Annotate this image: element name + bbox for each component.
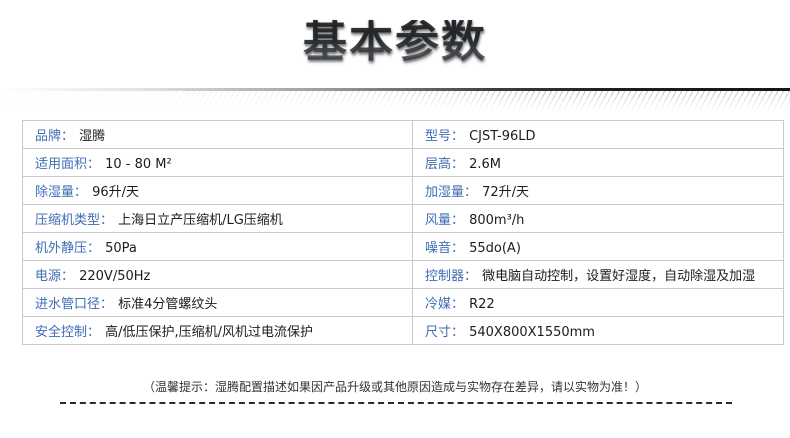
spec-value: 800m³/h bbox=[469, 213, 525, 228]
spec-cell-dehumidification: 除湿量： 96升/天 bbox=[22, 176, 413, 205]
spec-value: 标准4分管螺纹头 bbox=[118, 297, 218, 312]
spec-cell-airflow: 风量： 800m³/h bbox=[412, 204, 784, 233]
spec-cell-dimensions: 尺寸： 540X800X1550mm bbox=[412, 316, 784, 345]
spec-label: 进水管口径： bbox=[35, 297, 114, 312]
spec-cell-power-supply: 电源： 220V/50Hz bbox=[22, 260, 413, 289]
spec-cell-model: 型号： CJST-96LD bbox=[412, 120, 784, 149]
decorative-band bbox=[0, 88, 790, 112]
table-row: 安全控制： 高/低压保护,压缩机/风机过电流保护 尺寸： 540X800X155… bbox=[22, 316, 784, 345]
spec-label: 加湿量： bbox=[425, 185, 478, 200]
spec-cell-safety-control: 安全控制： 高/低压保护,压缩机/风机过电流保护 bbox=[22, 316, 413, 345]
table-row: 电源： 220V/50Hz 控制器： 微电脑自动控制，设置好湿度，自动除湿及加湿 bbox=[22, 260, 784, 289]
spec-label: 安全控制： bbox=[35, 325, 101, 340]
spec-label: 风量： bbox=[425, 213, 465, 228]
spec-label: 控制器： bbox=[425, 269, 478, 284]
spec-value: 湿腾 bbox=[79, 129, 106, 144]
page-header: 基本参数 bbox=[0, 0, 790, 88]
band-hatch-pattern bbox=[0, 91, 790, 112]
footer-note: （温馨提示：湿腾配置描述如果因产品升级或其他原因造成与实物存在差异，请以实物为准… bbox=[142, 380, 647, 394]
spec-label: 除湿量： bbox=[35, 185, 88, 200]
spec-value: 上海日立产压缩机/LG压缩机 bbox=[118, 213, 283, 228]
spec-label: 压缩机类型： bbox=[35, 213, 114, 228]
spec-label: 电源： bbox=[35, 269, 75, 284]
table-row: 进水管口径： 标准4分管螺纹头 冷媒： R22 bbox=[22, 288, 784, 317]
table-row: 压缩机类型： 上海日立产压缩机/LG压缩机 风量： 800m³/h bbox=[22, 204, 784, 233]
spec-label: 层高： bbox=[425, 157, 465, 172]
spec-cell-controller: 控制器： 微电脑自动控制，设置好湿度，自动除湿及加湿 bbox=[412, 260, 784, 289]
spec-value: 96升/天 bbox=[92, 185, 140, 200]
table-row: 品牌： 湿腾 型号： CJST-96LD bbox=[22, 120, 784, 149]
spec-value: 高/低压保护,压缩机/风机过电流保护 bbox=[105, 325, 314, 340]
page-title: 基本参数 bbox=[303, 16, 487, 67]
spec-value: 220V/50Hz bbox=[79, 269, 151, 284]
spec-value: 10 - 80 M² bbox=[105, 157, 172, 172]
spec-cell-static-pressure: 机外静压： 50Pa bbox=[22, 232, 413, 261]
spec-value: CJST-96LD bbox=[469, 129, 536, 144]
table-row: 适用面积： 10 - 80 M² 层高： 2.6M bbox=[22, 148, 784, 177]
spec-cell-compressor-type: 压缩机类型： 上海日立产压缩机/LG压缩机 bbox=[22, 204, 413, 233]
spec-value: 540X800X1550mm bbox=[469, 325, 595, 340]
spec-cell-ceiling-height: 层高： 2.6M bbox=[412, 148, 784, 177]
spec-value: R22 bbox=[469, 297, 495, 312]
spec-cell-humidification: 加湿量： 72升/天 bbox=[412, 176, 784, 205]
spec-cell-coverage-area: 适用面积： 10 - 80 M² bbox=[22, 148, 413, 177]
spec-value: 2.6M bbox=[469, 157, 501, 172]
spec-label: 尺寸： bbox=[425, 325, 465, 340]
spec-label: 机外静压： bbox=[35, 241, 101, 256]
spec-label: 型号： bbox=[425, 129, 465, 144]
spec-cell-inlet-pipe-diameter: 进水管口径： 标准4分管螺纹头 bbox=[22, 288, 413, 317]
table-row: 除湿量： 96升/天 加湿量： 72升/天 bbox=[22, 176, 784, 205]
spec-label: 品牌： bbox=[35, 129, 75, 144]
spec-label: 冷媒： bbox=[425, 297, 465, 312]
table-row: 机外静压： 50Pa 噪音： 55do(A) bbox=[22, 232, 784, 261]
spec-value: 微电脑自动控制，设置好湿度，自动除湿及加湿 bbox=[482, 269, 756, 284]
spec-cell-brand: 品牌： 湿腾 bbox=[22, 120, 413, 149]
spec-cell-noise: 噪音： 55do(A) bbox=[412, 232, 784, 261]
spec-table: 品牌： 湿腾 型号： CJST-96LD 适用面积： 10 - 80 M² 层高… bbox=[22, 120, 784, 345]
spec-value: 55do(A) bbox=[469, 241, 521, 256]
band-gradient-line bbox=[0, 88, 790, 91]
spec-label: 噪音： bbox=[425, 241, 465, 256]
spec-value: 50Pa bbox=[105, 241, 137, 256]
spec-cell-refrigerant: 冷媒： R22 bbox=[412, 288, 784, 317]
spec-value: 72升/天 bbox=[482, 185, 530, 200]
spec-label: 适用面积： bbox=[35, 157, 101, 172]
footer-dashed-divider bbox=[60, 402, 732, 404]
